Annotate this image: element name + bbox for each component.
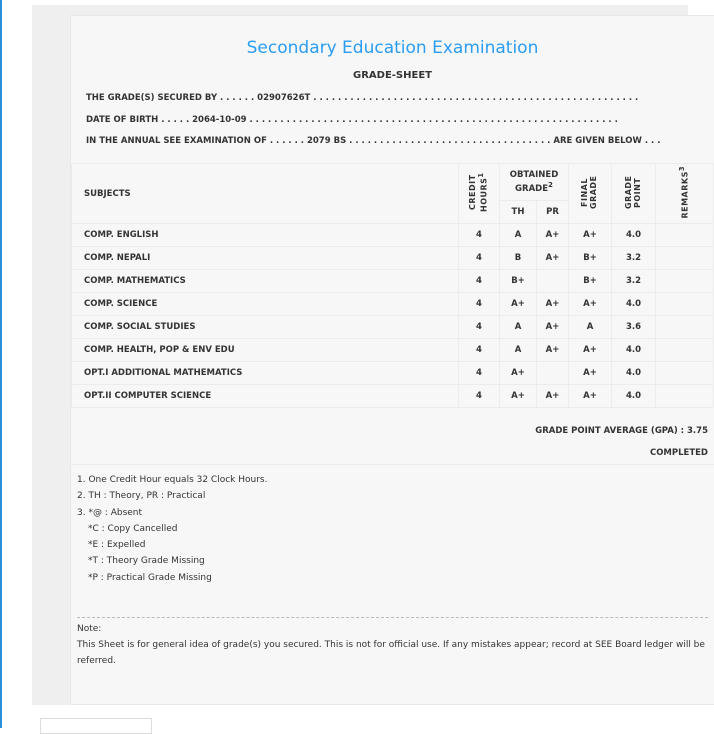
table-row: COMP. MATHEMATICS 4 B+ B+ 3.2 [71, 269, 714, 293]
status: COMPLETED [649, 448, 708, 458]
table-row: OPT.I ADDITIONAL MATHEMATICS 4 A+ A+ 4.0 [71, 361, 714, 385]
cell-credit: 4 [458, 338, 500, 362]
footnote: *T : Theory Grade Missing [88, 556, 205, 567]
cell-final: A+ [568, 292, 612, 316]
footnote: 2. TH : Theory, PR : Practical [77, 491, 206, 502]
table-row: COMP. HEALTH, POP & ENV EDU 4 A A+ A+ 4.0 [71, 338, 714, 362]
table-row: COMP. SOCIAL STUDIES 4 A A+ A 3.6 [71, 315, 714, 339]
table-row: COMP. SCIENCE 4 A+ A+ A+ 4.0 [71, 292, 714, 316]
left-border [0, 0, 2, 728]
cell-th: B+ [499, 269, 537, 293]
cell-th: A+ [499, 292, 537, 316]
footnote: 3. *@ : Absent [77, 507, 143, 518]
cell-remarks [655, 246, 714, 270]
footnotes: 1. One Credit Hour equals 32 Clock Hours… [77, 472, 267, 586]
cell-gp: 4.0 [611, 361, 656, 385]
header-th: TH [499, 200, 537, 224]
footnote: *C : Copy Cancelled [88, 523, 178, 534]
note-label: Note: [77, 624, 102, 634]
cell-subject: COMP. SCIENCE [71, 292, 459, 316]
cell-subject: COMP. MATHEMATICS [71, 269, 459, 293]
gpa: GRADE POINT AVERAGE (GPA) : 3.75 [535, 426, 708, 436]
table-row: OPT.II COMPUTER SCIENCE 4 A+ A+ A+ 4.0 [71, 384, 714, 408]
cell-final: B+ [568, 269, 612, 293]
cell-subject: COMP. HEALTH, POP & ENV EDU [71, 338, 459, 362]
footnote: 1. One Credit Hour equals 32 Clock Hours… [77, 475, 268, 485]
header-credit: CREDIT HOURS1 [458, 163, 500, 224]
cell-remarks [655, 269, 714, 293]
subtitle: GRADE-SHEET [353, 70, 432, 81]
footnote: *P : Practical Grade Missing [88, 572, 212, 583]
cell-credit: 4 [458, 223, 500, 247]
cell-pr: A+ [536, 315, 569, 339]
cell-final: A+ [568, 338, 612, 362]
cell-gp: 4.0 [611, 223, 656, 247]
cell-final: A+ [568, 223, 612, 247]
grade-sheet-panel: Secondary Education Examination GRADE-SH… [32, 5, 714, 705]
cell-pr: A+ [536, 292, 569, 316]
cell-subject: OPT.II COMPUTER SCIENCE [71, 384, 459, 408]
grade-sheet: Secondary Education Examination GRADE-SH… [70, 15, 714, 705]
header-gp: GRADE POINT [611, 163, 656, 224]
cell-credit: 4 [458, 361, 500, 385]
cell-gp: 4.0 [611, 384, 656, 408]
cell-pr [536, 361, 569, 385]
cell-subject: OPT.I ADDITIONAL MATHEMATICS [71, 361, 459, 385]
cell-final: A [568, 315, 612, 339]
footnote: *E : Expelled [88, 540, 146, 551]
note-text: This Sheet is for general idea of grade(… [77, 640, 705, 666]
cell-final: B+ [568, 246, 612, 270]
header-pr: PR [536, 200, 569, 224]
cell-gp: 3.2 [611, 246, 656, 270]
header-final: FINAL GRADE [568, 163, 612, 224]
cell-remarks [655, 338, 714, 362]
cell-credit: 4 [458, 315, 500, 339]
cell-gp: 3.6 [611, 315, 656, 339]
header-obtained: OBTAINED GRADE2 [499, 163, 569, 201]
action-button[interactable] [40, 718, 152, 734]
secured-by: THE GRADE(S) SECURED BY . . . . . . 0290… [86, 93, 639, 103]
exam-year: IN THE ANNUAL SEE EXAMINATION OF . . . .… [86, 136, 661, 146]
table-row: COMP. NEPALI 4 B A+ B+ 3.2 [71, 246, 714, 270]
grades-table: SUBJECTS CREDIT HOURS1 OBTAINED GRADE2 F… [71, 163, 714, 408]
cell-credit: 4 [458, 269, 500, 293]
cell-subject: COMP. NEPALI [71, 246, 459, 270]
cell-gp: 4.0 [611, 338, 656, 362]
cell-th: A [499, 338, 537, 362]
cell-remarks [655, 361, 714, 385]
cell-pr: A+ [536, 384, 569, 408]
cell-final: A+ [568, 361, 612, 385]
cell-credit: 4 [458, 384, 500, 408]
cell-subject: COMP. ENGLISH [71, 223, 459, 247]
cell-credit: 4 [458, 292, 500, 316]
header-remarks: REMARKS3 [655, 163, 714, 224]
cell-remarks [655, 292, 714, 316]
cell-credit: 4 [458, 246, 500, 270]
date-of-birth: DATE OF BIRTH . . . . . 2064-10-09 . . .… [86, 115, 618, 125]
cell-th: A [499, 315, 537, 339]
cell-pr [536, 269, 569, 293]
cell-th: B [499, 246, 537, 270]
cell-remarks [655, 223, 714, 247]
cell-subject: COMP. SOCIAL STUDIES [71, 315, 459, 339]
table-row: COMP. ENGLISH 4 A A+ A+ 4.0 [71, 223, 714, 247]
cell-th: A+ [499, 384, 537, 408]
cell-final: A+ [568, 384, 612, 408]
cell-th: A+ [499, 361, 537, 385]
header-subjects: SUBJECTS [71, 163, 459, 224]
cell-remarks [655, 315, 714, 339]
note: Note: This Sheet is for general idea of … [77, 621, 708, 669]
cell-pr: A+ [536, 338, 569, 362]
dashed-divider [77, 617, 708, 618]
cell-pr: A+ [536, 223, 569, 247]
page-title: Secondary Education Examination [246, 38, 539, 58]
cell-gp: 4.0 [611, 292, 656, 316]
cell-pr: A+ [536, 246, 569, 270]
cell-th: A [499, 223, 537, 247]
cell-gp: 3.2 [611, 269, 656, 293]
cell-remarks [655, 384, 714, 408]
divider [71, 464, 714, 465]
